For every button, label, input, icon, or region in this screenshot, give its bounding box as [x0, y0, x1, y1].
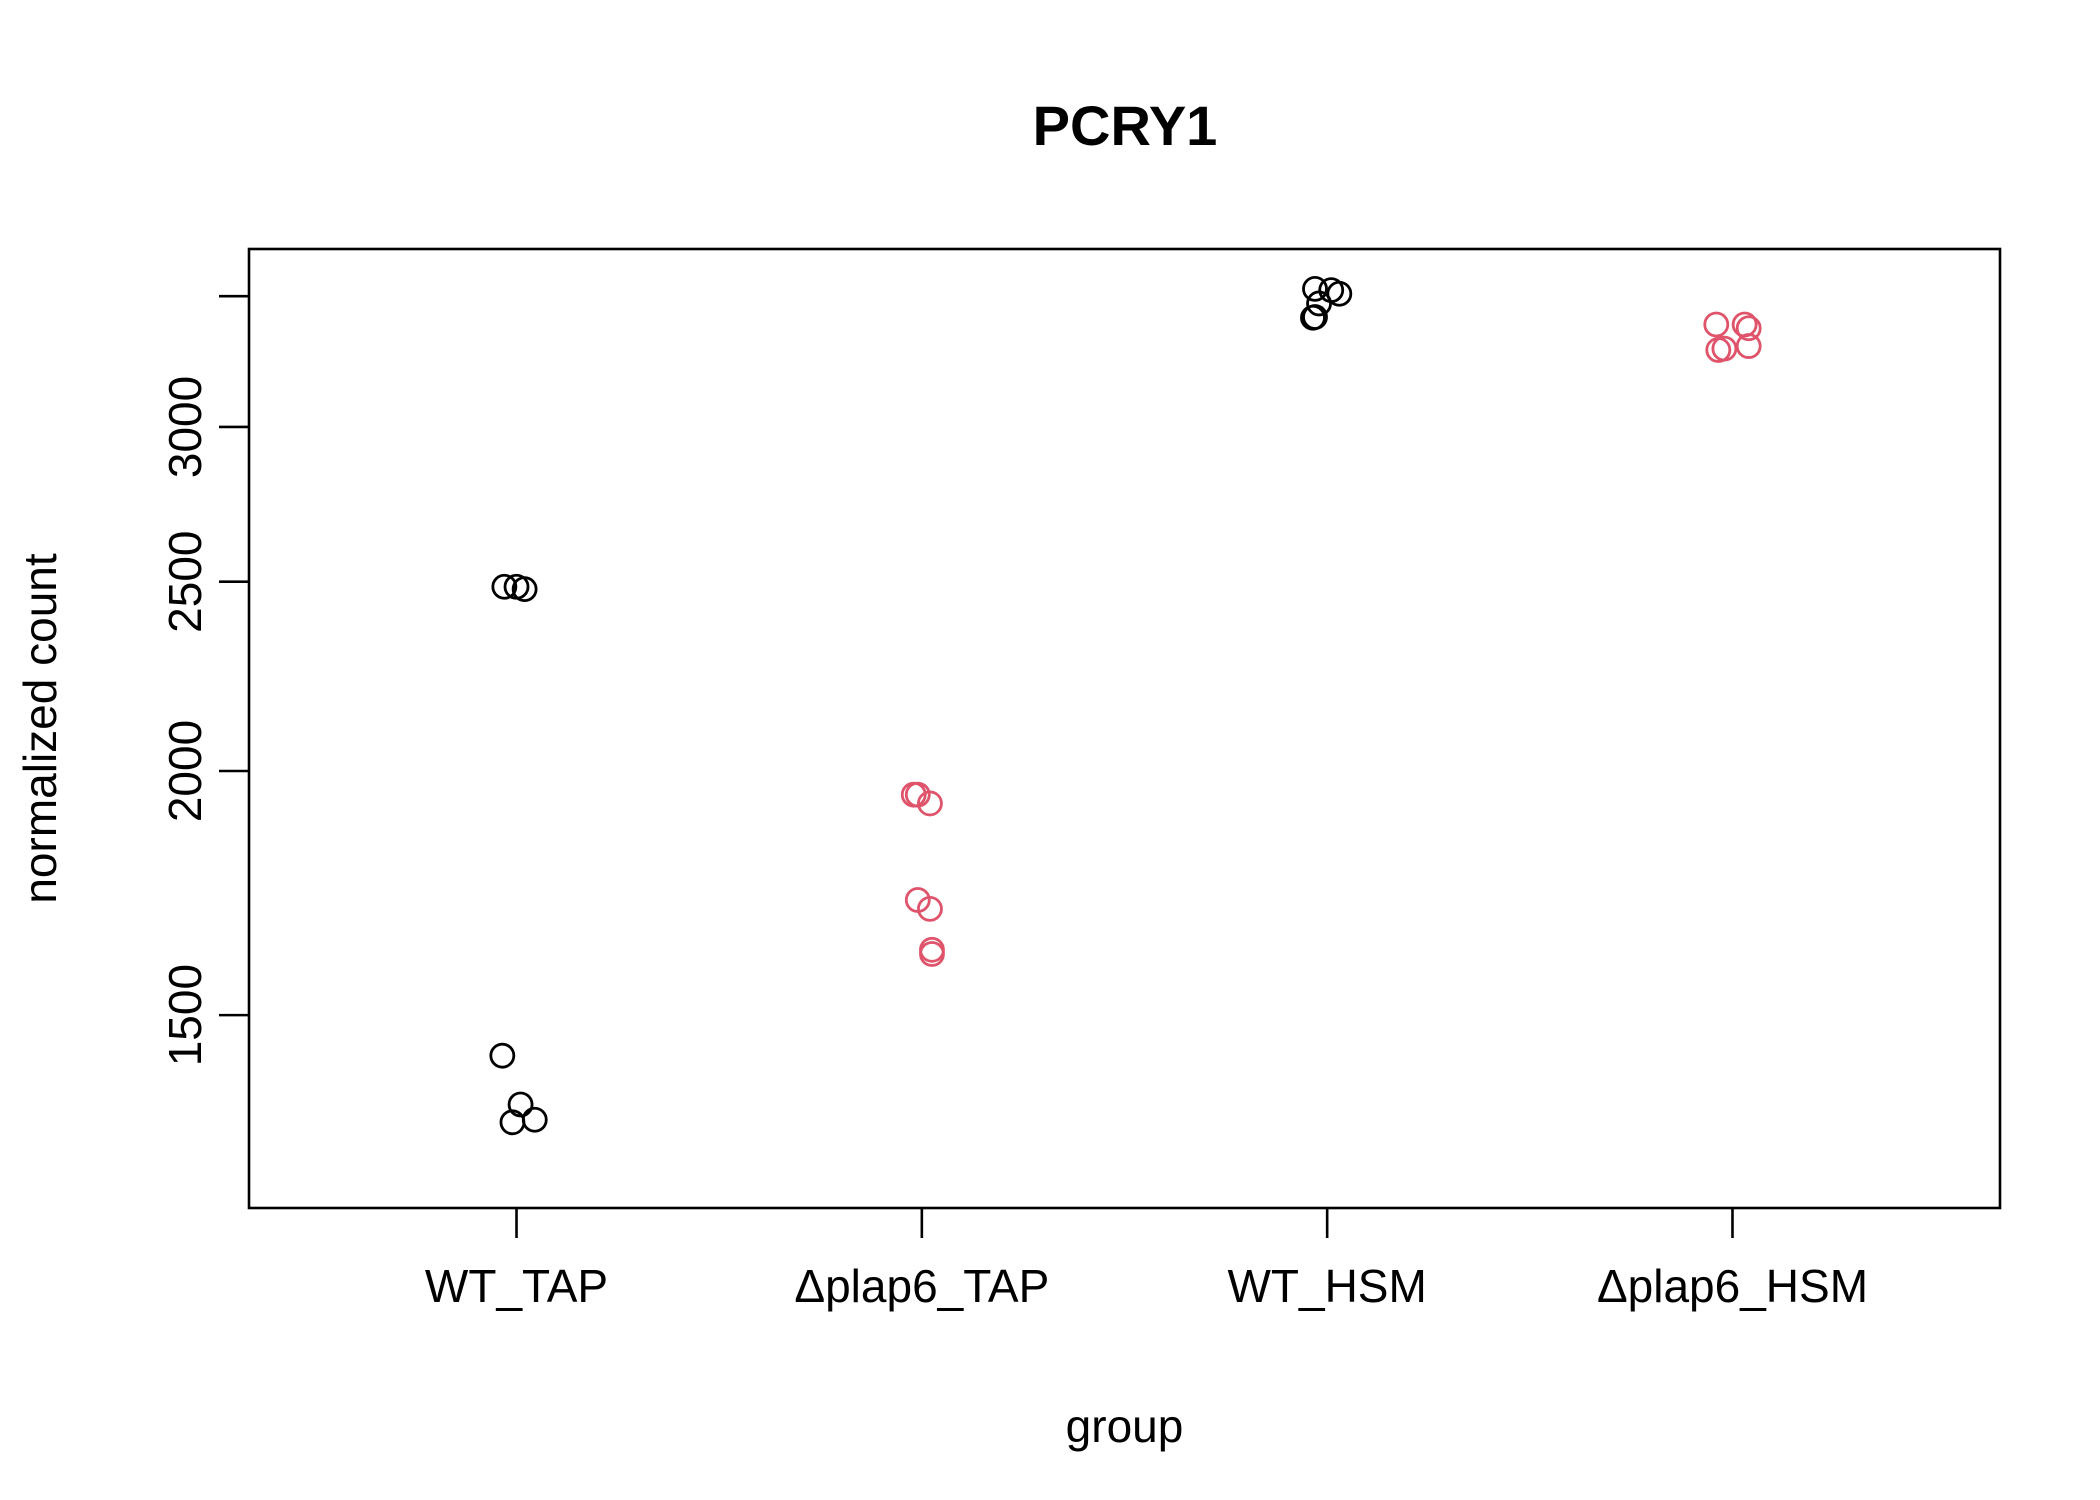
y-axis: 1500 2000 2500 3000 [159, 294, 249, 1066]
y-tick-label: 2000 [159, 720, 211, 822]
data-points [489, 276, 1762, 1136]
data-point [1703, 311, 1730, 338]
data-point [1705, 337, 1732, 363]
data-point [1302, 276, 1328, 302]
chart-title: PCRY1 [1033, 94, 1218, 157]
y-tick-label: 1500 [159, 964, 211, 1066]
x-tick-label: WT_HSM [1227, 1260, 1426, 1312]
y-axis-label: normalized count [14, 553, 66, 904]
data-point [917, 896, 943, 922]
data-point [919, 941, 945, 967]
data-point [1300, 304, 1326, 331]
x-tick-label: Δplap6_TAP [794, 1260, 1049, 1312]
data-point [511, 576, 538, 603]
data-point [1735, 315, 1762, 342]
y-tick-label: 2500 [159, 530, 211, 632]
data-point [1735, 333, 1762, 359]
data-point [917, 790, 943, 817]
data-point [1306, 290, 1332, 317]
data-point [521, 1106, 548, 1133]
data-point [491, 573, 518, 600]
data-point [489, 1042, 516, 1069]
data-point [1326, 280, 1353, 307]
x-tick-label: Δplap6_HSM [1597, 1260, 1868, 1312]
x-axis: WT_TAP Δplap6_TAP WT_HSM Δplap6_HSM [425, 1208, 1868, 1312]
plot-frame [247, 247, 2002, 1210]
x-tick-label: WT_TAP [425, 1260, 608, 1312]
x-axis-label: group [1066, 1400, 1184, 1452]
y-tick-label: 3000 [159, 376, 211, 478]
